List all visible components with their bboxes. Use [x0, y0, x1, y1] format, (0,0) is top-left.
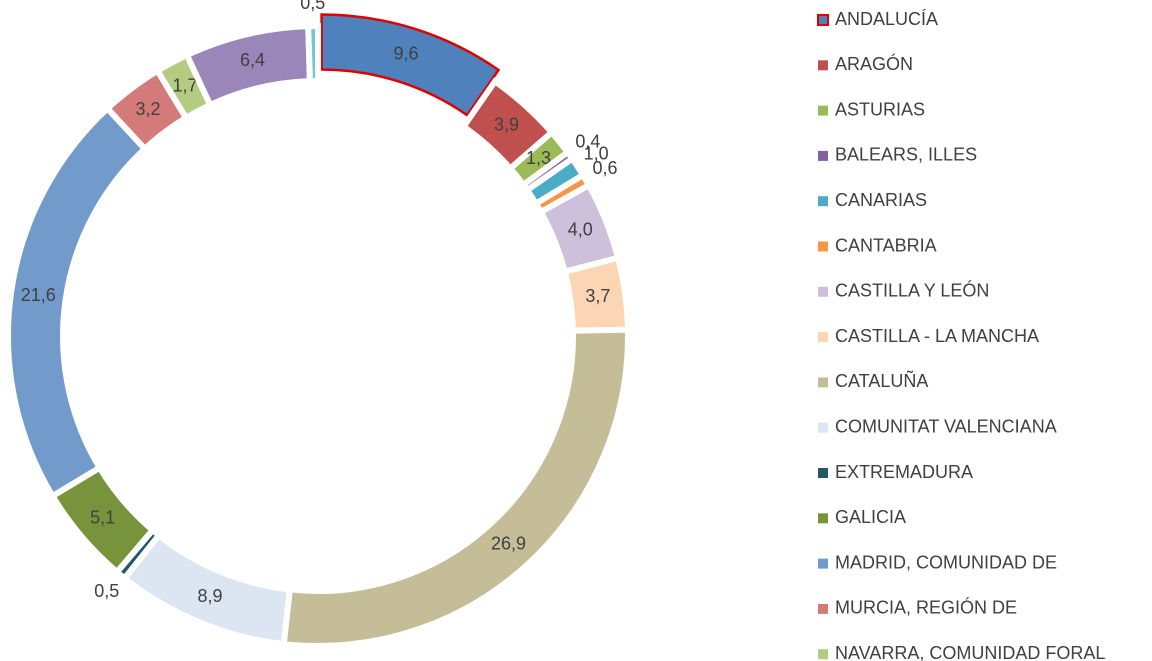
legend-label: EXTREMADURA [835, 462, 973, 482]
legend-label: CASTILLA Y LEÓN [835, 280, 989, 301]
legend-label: ANDALUCÍA [835, 9, 938, 29]
legend-label: ARAGÓN [835, 53, 913, 74]
data-label: 6,4 [240, 50, 265, 70]
legend-label: MADRID, COMUNIDAD DE [835, 552, 1057, 572]
data-label: 1,0 [584, 144, 609, 164]
legend-marker [818, 513, 828, 524]
data-label: 4,0 [568, 220, 593, 240]
data-label: 1,3 [526, 148, 551, 168]
legend-marker [818, 377, 828, 388]
data-label: 9,6 [394, 44, 419, 64]
legend-marker [818, 468, 828, 478]
legend-marker [818, 60, 828, 71]
legend-marker [817, 14, 829, 26]
legend-label: COMUNITAT VALENCIANA [835, 416, 1057, 436]
data-label: 1,7 [172, 76, 197, 96]
data-label: 26,9 [491, 533, 526, 553]
legend-label: CATALUÑA [835, 370, 928, 391]
data-label: 0,6 [592, 158, 617, 178]
legend-marker [818, 649, 828, 660]
slice [280, 326, 631, 649]
data-label: 0,4 [575, 131, 600, 151]
data-label: 3,9 [494, 114, 519, 134]
data-label: 3,2 [136, 99, 161, 119]
legend-marker [818, 603, 828, 614]
data-label: 8,9 [197, 586, 222, 606]
legend-marker [818, 150, 828, 161]
data-label: 0,5 [300, 0, 325, 13]
legend-label: ASTURIAS [835, 99, 925, 119]
legend-marker [818, 422, 828, 433]
data-label: 21,6 [21, 285, 56, 305]
legend-label: CANARIAS [835, 190, 927, 210]
legend-marker [818, 286, 828, 297]
data-label: 5,1 [90, 508, 115, 528]
legend-label: NAVARRA, COMUNIDAD FORAL [835, 643, 1105, 661]
legend-marker [818, 196, 828, 207]
legend-marker [818, 241, 828, 252]
legend-label: MURCIA, REGIÓN DE [835, 597, 1017, 618]
legend-marker [818, 558, 828, 569]
legend-label: BALEARS, ILLES [835, 145, 977, 165]
slice [305, 22, 321, 85]
legend-marker [818, 105, 828, 116]
slice [320, 13, 501, 117]
legend-marker [818, 332, 828, 343]
data-label: 3,7 [585, 286, 610, 306]
legend-label: CANTABRIA [835, 235, 937, 255]
legend-label: CASTILLA - LA MANCHA [835, 326, 1039, 346]
data-label: 0,5 [94, 581, 119, 601]
legend-label: GALICIA [835, 507, 906, 527]
